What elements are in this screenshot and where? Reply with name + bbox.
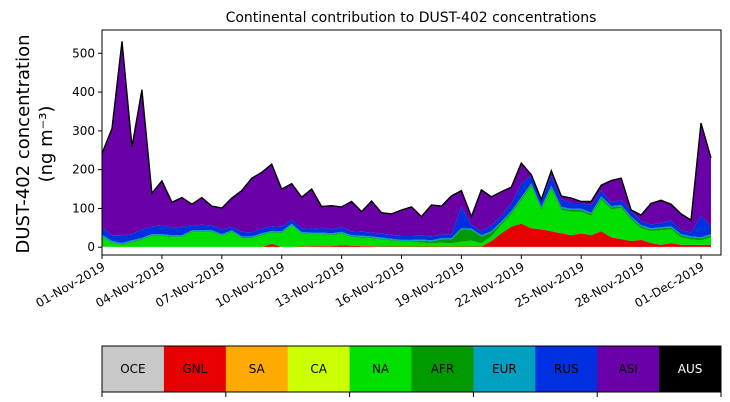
legend-label-ca: CA — [310, 362, 327, 376]
area-series-oce — [102, 246, 711, 248]
legend-label-na: NA — [372, 362, 390, 376]
legend-label-eur: EUR — [492, 362, 517, 376]
total-line — [101, 41, 712, 222]
area-series-gnl — [102, 223, 711, 247]
y-tick-label-400: 400 — [72, 85, 95, 99]
legend-swatch-eur — [473, 346, 536, 392]
legend-label-rus: RUS — [554, 362, 579, 376]
legend-swatch-ca — [287, 346, 351, 392]
chart-title: Continental contribution to DUST-402 con… — [226, 10, 597, 26]
legend-swatch-oce — [102, 346, 165, 392]
area-series-asi — [102, 41, 711, 237]
y-axis: 0 100 200 300 400 500 — [72, 46, 102, 254]
y-tick-label-100: 100 — [72, 201, 95, 215]
legend-swatch-asi — [597, 346, 660, 392]
legend-label-gnl: GNL — [182, 362, 207, 376]
area-series-na — [102, 186, 711, 247]
y-tick-label-0: 0 — [87, 240, 95, 254]
area-series-rus — [102, 175, 711, 243]
legend-swatch-aus — [659, 346, 722, 392]
stacked-areas — [102, 41, 711, 248]
y-tick-label-200: 200 — [72, 163, 95, 177]
y-axis-label: DUST-402 concentration — [13, 34, 34, 253]
y-tick-label-300: 300 — [72, 124, 95, 138]
y-tick-label-500: 500 — [72, 46, 95, 60]
legend-label-afr: AFR — [431, 362, 454, 376]
legend-label-sa: SA — [249, 362, 266, 376]
legend-swatch-gnl — [163, 346, 227, 392]
legend-frame — [101, 345, 722, 393]
legend-label-asi: ASI — [618, 362, 637, 376]
legend-colorbar: OCE GNL SA CA NA AFR EUR RUS ASI AUS — [101, 345, 722, 397]
legend-label-oce: OCE — [120, 362, 145, 376]
legend-label-aus: AUS — [678, 362, 703, 376]
legend-swatch-afr — [411, 346, 474, 392]
plot-frame — [101, 29, 722, 256]
y-axis-unit-label: (ng m⁻³) — [36, 106, 57, 183]
legend-swatch-sa — [225, 346, 289, 392]
x-axis: 01-Nov-201904-Nov-201907-Nov-201910-Nov-… — [33, 255, 707, 310]
area-series-afr — [102, 184, 711, 245]
legend-swatch-na — [349, 346, 412, 392]
legend-swatch-rus — [535, 346, 598, 392]
